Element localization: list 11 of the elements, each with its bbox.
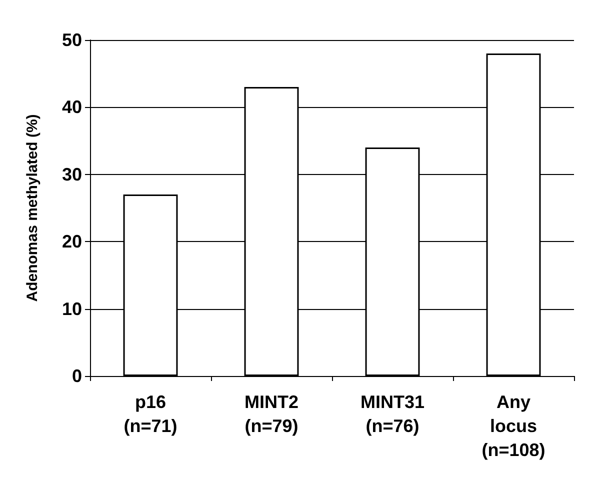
x-tick-label: MINT2 (n=79) — [244, 392, 298, 436]
x-tick-label: Any locus (n=108) — [482, 392, 546, 460]
y-axis-title: Adenomas methylated (%) — [24, 114, 41, 302]
y-tick-label: 40 — [62, 97, 82, 118]
y-tick-label: 30 — [62, 164, 82, 184]
y-tick-label: 50 — [62, 30, 82, 50]
y-tick-label: 20 — [62, 232, 82, 252]
x-tick-label: MINT31 (n=76) — [360, 392, 425, 436]
y-tick-label: 10 — [62, 298, 82, 319]
x-tick-label: p16 (n=71) — [124, 392, 178, 436]
y-tick-label: 0 — [72, 366, 82, 386]
